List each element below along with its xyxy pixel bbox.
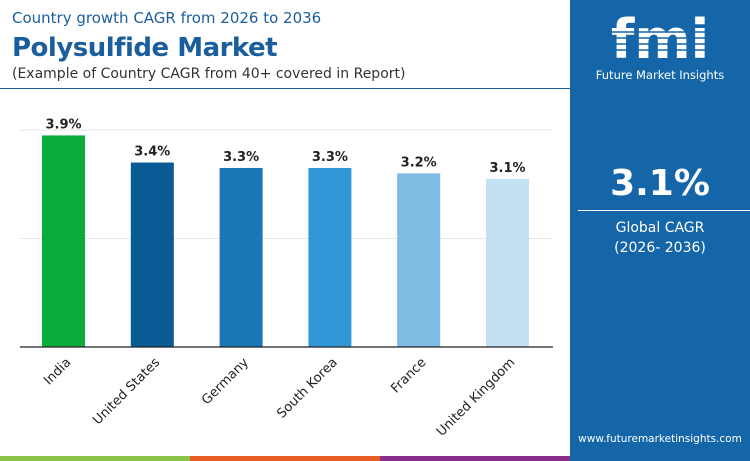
x-tick-label: France — [388, 355, 429, 396]
bar-chart: 3.9% India 3.4% United States 3.3% Germany 3.3… — [20, 117, 553, 440]
global-cagr-period: (2026- 2036) — [614, 240, 706, 256]
header-divider — [0, 88, 570, 89]
data-label: 3.2% — [401, 155, 437, 170]
side-panel: fmi Future Market Insights 3.1% Global C… — [570, 0, 750, 461]
panel-divider — [578, 210, 750, 211]
global-cagr-label: Global CAGR — [615, 220, 705, 236]
x-tick-label: United Kingdom — [434, 355, 518, 439]
bar-south-korea — [308, 167, 352, 347]
data-label: 3.9% — [45, 117, 81, 132]
data-label: 3.1% — [489, 161, 525, 176]
brand-name: Future Market Insights — [595, 68, 725, 82]
data-label: 3.3% — [223, 150, 259, 165]
bar-germany — [219, 167, 263, 347]
x-tick-label: Germany — [199, 355, 252, 408]
x-tick-label: South Korea — [274, 355, 340, 421]
bar-india — [42, 135, 85, 347]
x-tick-label: India — [41, 355, 74, 388]
website-link[interactable]: www.futuremarketinsights.com — [578, 433, 742, 445]
bar-united-states — [130, 162, 174, 347]
chart-subtitle: Country growth CAGR from 2026 to 2036 — [12, 9, 322, 27]
stripe-purple — [380, 456, 570, 461]
global-cagr-value: 3.1% — [610, 163, 710, 204]
data-label: 3.3% — [312, 150, 348, 165]
x-tick-label: United States — [90, 355, 163, 428]
stripe-orange — [190, 456, 380, 461]
logo-text: fmi — [611, 12, 709, 62]
bar-united-kingdom — [486, 178, 529, 347]
page-title: Polysulfide Market — [12, 33, 278, 63]
bar-france — [397, 173, 441, 347]
fmi-logo: fmi — [598, 12, 722, 62]
chart-note: (Example of Country CAGR from 40+ covere… — [12, 66, 406, 82]
stripe-green — [0, 456, 190, 461]
data-label: 3.4% — [134, 145, 170, 160]
